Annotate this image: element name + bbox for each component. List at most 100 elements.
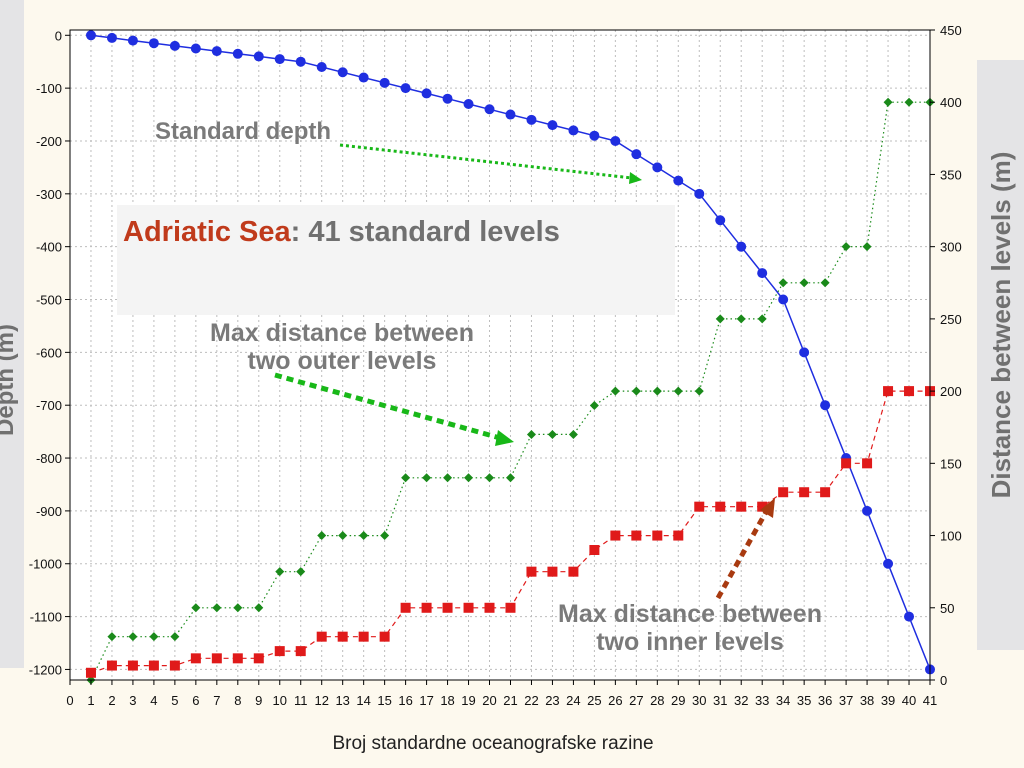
- data-point-max_outer: [778, 278, 788, 288]
- x-tick-label: 3: [129, 693, 136, 708]
- data-point-standard_depth: [253, 51, 264, 62]
- data-point-max_outer: [652, 386, 662, 396]
- data-point-max_outer: [464, 473, 474, 483]
- data-point-max_inner: [799, 487, 810, 498]
- data-point-max_outer: [673, 386, 683, 396]
- data-point-max_inner: [568, 566, 579, 577]
- y-tick-label: -900: [36, 504, 62, 519]
- data-point-max_inner: [400, 602, 411, 613]
- y-tick-label: -1000: [29, 557, 62, 572]
- x-tick-label: 0: [66, 693, 73, 708]
- data-point-max_outer: [254, 603, 264, 613]
- data-point-standard_depth: [652, 162, 663, 173]
- x-tick-label: 18: [440, 693, 454, 708]
- x-tick-label: 2: [108, 693, 115, 708]
- data-point-standard_depth: [484, 104, 495, 115]
- data-point-standard_depth: [610, 135, 621, 146]
- x-tick-label: 22: [524, 693, 538, 708]
- x-tick-label: 37: [839, 693, 853, 708]
- data-point-max_inner: [106, 660, 117, 671]
- x-tick-label: 16: [398, 693, 412, 708]
- data-point-max_outer: [275, 567, 285, 577]
- y2-tick-label: 150: [940, 456, 962, 471]
- data-point-standard_depth: [337, 67, 348, 78]
- x-tick-label: 40: [902, 693, 916, 708]
- x-tick-label: 27: [629, 693, 643, 708]
- data-point-max_outer: [401, 473, 411, 483]
- y2-axis-title: Distance between levels (m): [986, 152, 1016, 499]
- x-tick-label: 11: [294, 693, 308, 708]
- data-point-max_outer: [610, 386, 620, 396]
- x-tick-label: 36: [818, 693, 832, 708]
- x-tick-label: 12: [314, 693, 328, 708]
- x-axis-title: Broj standardne oceanografske razine: [332, 733, 653, 754]
- x-tick-label: 30: [692, 693, 706, 708]
- x-tick-label: 5: [171, 693, 178, 708]
- data-point-max_outer: [631, 386, 641, 396]
- y-tick-label: -1200: [29, 662, 62, 677]
- axes: 0 1 2 3 4 5 6 7 8 9 10 11 12 13 14 15 16 17 18 19 20 21 22 23 24…: [29, 23, 962, 708]
- data-point-standard_depth: [127, 35, 138, 46]
- x-tick-label: 6: [192, 693, 199, 708]
- data-point-standard_depth: [211, 46, 222, 57]
- plot-area: [70, 30, 930, 680]
- data-point-max_outer: [526, 429, 536, 439]
- data-point-standard_depth: [400, 83, 411, 94]
- y-tick-label: -500: [36, 293, 62, 308]
- data-point-standard_depth: [421, 88, 432, 99]
- data-point-max_inner: [211, 653, 222, 664]
- annotation-outer-line2: two outer levels: [248, 347, 437, 375]
- y2-tick-label: 0: [940, 673, 947, 688]
- x-tick-label: 17: [419, 693, 433, 708]
- data-point-max_inner: [253, 653, 264, 664]
- data-point-max_outer: [547, 429, 557, 439]
- x-tick-label: 25: [587, 693, 601, 708]
- x-tick-label: 19: [461, 693, 475, 708]
- data-point-max_outer: [841, 242, 851, 252]
- outer-levels-arrowhead: [495, 430, 514, 446]
- data-point-max_inner: [610, 530, 621, 541]
- x-tick-label: 1: [87, 693, 94, 708]
- data-point-standard_depth: [757, 268, 768, 279]
- y-tick-label: 0: [55, 28, 62, 43]
- x-tick-label: 41: [923, 693, 937, 708]
- data-point-standard_depth: [232, 48, 243, 59]
- data-point-max_outer: [191, 603, 201, 613]
- y2-tick-label: 200: [940, 384, 962, 399]
- x-tick-label: 14: [356, 693, 370, 708]
- x-tick-label: 34: [776, 693, 790, 708]
- data-point-max_inner: [862, 458, 873, 469]
- y2-tick-label: 300: [940, 240, 962, 255]
- data-point-max_outer: [317, 531, 327, 541]
- data-point-standard_depth: [148, 38, 159, 49]
- title-accent: Adriatic Sea: [123, 216, 291, 248]
- data-point-max_inner: [463, 602, 474, 613]
- x-tick-label: 9: [255, 693, 262, 708]
- data-point-max_inner: [589, 545, 600, 555]
- data-point-max_inner: [694, 501, 705, 512]
- data-point-max_outer: [694, 386, 704, 396]
- data-point-max_inner: [904, 386, 915, 397]
- x-tick-label: 33: [755, 693, 769, 708]
- data-point-max_outer: [128, 632, 138, 642]
- y1-axis-title: Depth (m): [0, 324, 19, 436]
- data-point-max_inner: [190, 653, 201, 664]
- inner-levels-arrowhead: [760, 498, 775, 518]
- data-point-max_inner: [85, 667, 96, 678]
- data-point-max_inner: [232, 653, 243, 664]
- standard-depth-arrowhead: [629, 172, 642, 184]
- x-tick-label: 29: [671, 693, 685, 708]
- data-point-max_inner: [148, 660, 159, 671]
- y-tick-label: -400: [36, 240, 62, 255]
- data-point-max_outer: [233, 603, 243, 613]
- data-point-max_outer: [820, 278, 830, 288]
- data-point-max_outer: [883, 97, 893, 107]
- data-point-standard_depth: [274, 54, 285, 65]
- x-tick-label: 31: [713, 693, 727, 708]
- y-tick-label: -700: [36, 398, 62, 413]
- data-point-max_inner: [631, 530, 642, 541]
- data-point-standard_depth: [778, 294, 789, 305]
- data-point-max_outer: [443, 473, 453, 483]
- data-point-max_inner: [652, 530, 663, 541]
- y2-tick-label: 350: [940, 167, 962, 182]
